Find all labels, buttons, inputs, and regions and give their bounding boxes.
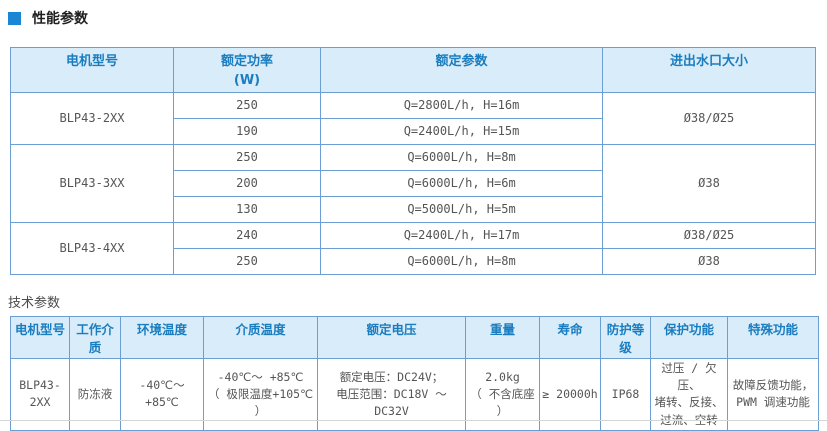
table-row: BLP43-4XX 240 Q=2400L/h, H=17m Ø38/Ø25 — [10, 221, 816, 275]
col-header-port-size: 进出水口大小 — [602, 47, 816, 93]
cell-power: 240 — [173, 221, 321, 249]
cell-power: 200 — [173, 169, 321, 197]
cell-params: Q=2400L/h, H=17m — [320, 221, 603, 249]
col-header-motor-model: 电机型号 — [10, 315, 70, 359]
col-header-protection-function: 保护功能 — [650, 315, 728, 359]
col-header-ambient-temp: 环境温度 — [120, 315, 204, 359]
table-row: 250 Q=6000L/h, H=8m Ø38 — [11, 247, 816, 275]
col-header-medium-temp: 介质温度 — [203, 315, 318, 359]
cell-params: Q=6000L/h, H=8m — [320, 247, 603, 275]
section-marker-icon — [8, 11, 21, 25]
cell-power: 190 — [173, 117, 321, 145]
table-row: 130 Q=5000L/h, H=5m — [11, 195, 816, 223]
technical-table: 电机型号 工作介质 环境温度 介质温度 额定电压 重量 寿命 防护等级 保护功能… — [10, 315, 819, 431]
cell-power: 250 — [173, 247, 321, 275]
performance-section-title: 性能参数 — [8, 8, 827, 28]
technical-section-title: 技术参数 — [8, 295, 61, 311]
cell-size: Ø38/Ø25 — [602, 221, 816, 249]
col-header-rated-power: 额定功率 (W) — [173, 47, 321, 93]
cell-model: BLP43-2XX — [10, 91, 174, 145]
col-header-protection-rating: 防护等级 — [600, 315, 651, 359]
performance-table: 电机型号 额定功率 (W) 额定参数 进出水口大小 BLP43-2XX 250 … — [10, 47, 816, 275]
col-header-working-medium: 工作介质 — [69, 315, 121, 359]
cell-params: Q=6000L/h, H=6m — [320, 169, 603, 197]
table-row: BLP43-3XX 250 Q=6000L/h, H=8m Ø38 — [10, 143, 816, 223]
cell-params: Q=5000L/h, H=5m — [320, 195, 603, 223]
col-header-motor-model: 电机型号 — [10, 47, 174, 93]
table-row: 190 Q=2400L/h, H=15m — [11, 117, 816, 145]
col-header-lifespan: 寿命 — [539, 315, 601, 359]
cell-power: 250 — [173, 143, 321, 171]
technical-header-row: 电机型号 工作介质 环境温度 介质温度 额定电压 重量 寿命 防护等级 保护功能… — [10, 315, 819, 359]
page-bottom-divider — [0, 420, 827, 421]
cell-model: BLP43-3XX — [10, 143, 174, 223]
table-row: 200 Q=6000L/h, H=6m — [11, 169, 816, 197]
cell-size: Ø38 — [602, 143, 816, 223]
col-header-rated-params: 额定参数 — [320, 47, 603, 93]
cell-power: 250 — [173, 91, 321, 119]
performance-header-row: 电机型号 额定功率 (W) 额定参数 进出水口大小 — [10, 47, 816, 93]
cell-size: Ø38/Ø25 — [602, 91, 816, 145]
cell-params: Q=2400L/h, H=15m — [320, 117, 603, 145]
section-title-text: 性能参数 — [32, 11, 88, 27]
col-header-rated-voltage: 额定电压 — [317, 315, 466, 359]
col-header-special-function: 特殊功能 — [727, 315, 819, 359]
col-header-weight: 重量 — [465, 315, 540, 359]
table-row: BLP43-2XX 250 Q=2800L/h, H=16m Ø38/Ø25 — [10, 91, 816, 145]
cell-model: BLP43-4XX — [10, 221, 174, 275]
cell-params: Q=6000L/h, H=8m — [320, 143, 603, 171]
cell-params: Q=2800L/h, H=16m — [320, 91, 603, 119]
cell-size: Ø38 — [602, 247, 816, 275]
cell-power: 130 — [173, 195, 321, 223]
